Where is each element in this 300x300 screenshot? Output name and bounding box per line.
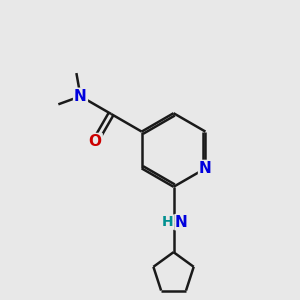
Text: N: N: [175, 214, 188, 230]
Text: H: H: [162, 215, 174, 229]
Text: N: N: [74, 89, 87, 104]
Text: O: O: [89, 134, 102, 149]
Text: N: N: [199, 161, 212, 176]
